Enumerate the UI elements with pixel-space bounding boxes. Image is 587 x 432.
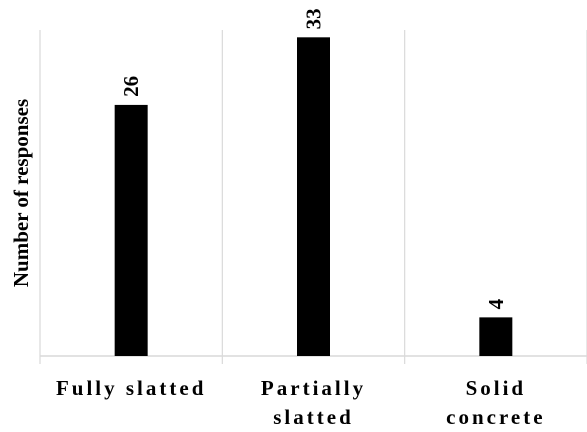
y-axis-label: Number of responses xyxy=(9,99,33,287)
data-label: 4 xyxy=(484,298,508,309)
data-label: 33 xyxy=(302,8,326,29)
data-label: 26 xyxy=(119,76,143,97)
bars xyxy=(114,37,513,357)
category-labels: Fully slatted Partially slatted Solid concre… xyxy=(56,376,545,429)
category-label-line: Partially xyxy=(261,376,366,400)
bar xyxy=(297,37,330,357)
data-labels: 26 33 4 xyxy=(119,8,508,309)
category-label-line: slatted xyxy=(273,405,354,429)
gridlines xyxy=(39,30,587,364)
category-label: Solid concrete xyxy=(446,376,545,429)
category-label: Fully slatted xyxy=(56,376,206,400)
bar xyxy=(114,104,148,357)
bar xyxy=(479,317,513,356)
category-label-line: concrete xyxy=(446,405,545,429)
category-label-line: Solid xyxy=(466,376,527,400)
category-label-line: Fully slatted xyxy=(56,376,206,400)
category-label: Partially slatted xyxy=(261,376,366,429)
